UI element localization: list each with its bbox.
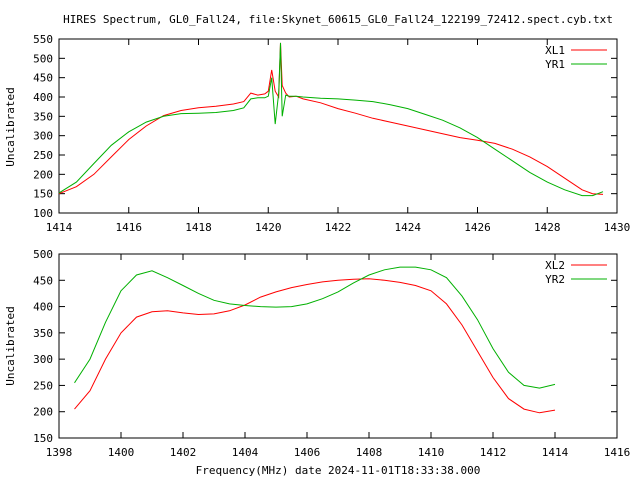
legend-label-xl2: XL2: [545, 259, 565, 272]
chart-title: HIRES Spectrum, GL0_Fall24, file:Skynet_…: [63, 13, 613, 26]
y-tick-label: 350: [33, 327, 53, 340]
y-tick-label: 450: [33, 72, 53, 85]
x-tick-label: 1408: [356, 446, 383, 459]
y-tick-label: 100: [33, 207, 53, 220]
y-tick-label: 500: [33, 52, 53, 65]
x-axis-label: Frequency(MHz) date 2024-11-01T18:33:38.…: [196, 464, 481, 477]
x-tick-label: 1416: [116, 221, 143, 234]
legend-label-yr1: YR1: [545, 58, 565, 71]
y-tick-label: 200: [33, 406, 53, 419]
bottom-plot: 1398 1400 1402 1404 1406 1408 1410 1412 1414 1416…: [33, 248, 630, 459]
legend-label-xl1: XL1: [545, 44, 565, 57]
series-line-xl2: [74, 278, 556, 414]
x-tick-label: 1414: [46, 221, 73, 234]
x-tick-label: 1412: [480, 446, 507, 459]
x-tick-label: 1414: [542, 446, 569, 459]
top-y-axis-label: Uncalibrated: [4, 87, 17, 166]
x-tick-label: 1428: [534, 221, 561, 234]
x-tick-label: 1398: [46, 446, 73, 459]
x-tick-label: 1416: [604, 446, 631, 459]
plot-frame: [58, 38, 618, 214]
y-tick-label: 300: [33, 130, 53, 143]
y-tick-label: 150: [33, 188, 53, 201]
x-tick-label: 1424: [395, 221, 422, 234]
y-tick-label: 250: [33, 149, 53, 162]
plot-frame: [58, 253, 618, 439]
y-tick-label: 450: [33, 274, 53, 287]
x-tick-label: 1426: [464, 221, 491, 234]
x-tick-label: 1406: [294, 446, 321, 459]
x-tick-label: 1430: [604, 221, 631, 234]
top-plot: 1414 1416 1418 1420 1422 1424 1426 1428 1430 100 1…: [33, 33, 630, 234]
x-tick-label: 1400: [108, 446, 135, 459]
y-tick-label: 400: [33, 301, 53, 314]
y-tick-label: 150: [33, 432, 53, 445]
x-tick-label: 1418: [185, 221, 212, 234]
series-line-yr2: [74, 266, 556, 389]
y-tick-label: 550: [33, 33, 53, 46]
y-tick-label: 350: [33, 110, 53, 123]
bottom-y-axis-label: Uncalibrated: [4, 306, 17, 385]
legend-label-yr2: YR2: [545, 273, 565, 286]
series-line-yr1: [58, 42, 604, 197]
x-tick-label: 1410: [418, 446, 445, 459]
x-tick-label: 1420: [255, 221, 282, 234]
y-tick-label: 500: [33, 248, 53, 261]
y-tick-label: 400: [33, 91, 53, 104]
x-tick-label: 1402: [170, 446, 197, 459]
x-tick-label: 1404: [232, 446, 259, 459]
y-tick-label: 300: [33, 353, 53, 366]
y-tick-label: 250: [33, 379, 53, 392]
series-line-xl1: [58, 42, 604, 195]
y-tick-label: 200: [33, 168, 53, 181]
x-tick-label: 1422: [325, 221, 352, 234]
